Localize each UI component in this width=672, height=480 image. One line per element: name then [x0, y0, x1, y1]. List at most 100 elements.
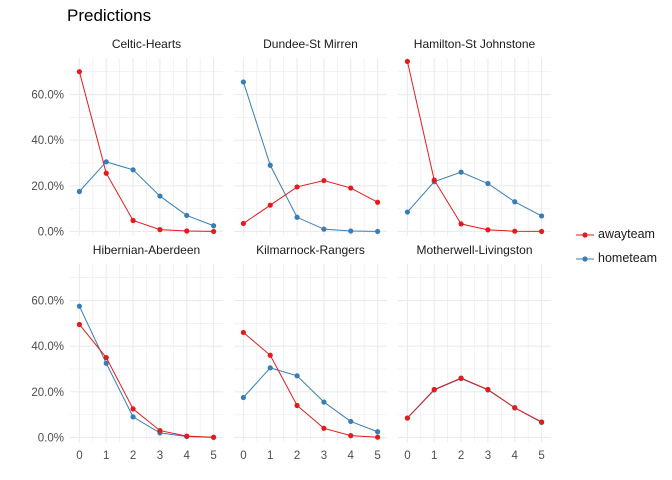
awayteam-point: [267, 202, 273, 208]
hometeam-point: [404, 209, 410, 215]
hometeam-point: [321, 226, 327, 232]
awayteam-point: [157, 427, 163, 434]
awayteam-point: [76, 69, 82, 75]
legend-item-hometeam: hometeam: [574, 248, 670, 272]
awayteam-point: [348, 433, 354, 439]
x-tick-label: 2: [294, 450, 300, 462]
awayteam-point: [240, 329, 246, 336]
awayteam-point: [211, 228, 217, 235]
hometeam-point: [240, 79, 246, 85]
facet-strip-label: Dundee-St Mirren: [263, 37, 358, 51]
facet-strip-label: Hibernian-Aberdeen: [93, 243, 200, 257]
y-tick-label: 20.0%: [31, 387, 64, 399]
legend-label: awayteam: [598, 227, 655, 241]
hometeam-point: [130, 167, 136, 173]
x-tick-label: 4: [512, 450, 519, 462]
chart-title: Predictions: [67, 6, 152, 25]
y-tick-label: 0.0%: [38, 226, 64, 238]
hometeam-point: [512, 199, 518, 205]
awayteam-point: [431, 177, 437, 183]
facet-strip-label: Hamilton-St Johnstone: [414, 37, 536, 51]
awayteam-point: [103, 354, 109, 361]
hometeam-point: [267, 162, 273, 168]
x-tick-label: 3: [485, 450, 491, 462]
y-tick-label: 60.0%: [31, 90, 64, 102]
awayteam-point: [267, 352, 273, 358]
x-tick-label: 5: [374, 450, 380, 462]
awayteam-point: [404, 58, 410, 65]
awayteam-point: [240, 220, 246, 227]
y-tick-label: 20.0%: [31, 181, 64, 193]
awayteam-point: [184, 433, 190, 439]
x-tick-label: 0: [76, 450, 82, 462]
awayteam-point: [485, 227, 491, 233]
awayteam-point: [294, 184, 300, 190]
legend-label: hometeam: [598, 251, 658, 265]
facet-panel: Hibernian-Aberdeen 0.0% 20.0% 40.0% 60.0% 0 1 2…: [31, 243, 223, 462]
x-tick-label: 5: [210, 450, 216, 462]
y-tick-label: 60.0%: [31, 296, 64, 308]
awayteam-point: [539, 228, 545, 235]
awayteam-point: [539, 419, 545, 425]
hometeam-point: [130, 414, 136, 420]
awayteam-point: [211, 434, 217, 440]
hometeam-point: [485, 180, 491, 187]
legend-key-awayteam: [576, 232, 594, 238]
awayteam-point: [130, 406, 136, 412]
hometeam-point: [76, 303, 82, 309]
x-tick-label: 2: [458, 450, 464, 462]
x-tick-label: 1: [431, 450, 437, 462]
x-tick-label: 4: [184, 450, 191, 462]
legend-key-hometeam: [576, 256, 594, 262]
hometeam-point: [348, 418, 354, 425]
x-tick-label: 0: [240, 450, 246, 462]
x-tick-label: 3: [321, 450, 327, 462]
awayteam-line: [78, 71, 214, 232]
awayteam-point: [512, 228, 518, 234]
awayteam-point: [431, 386, 437, 393]
legend-key-point: [582, 256, 588, 262]
x-tick-label: 5: [538, 450, 544, 462]
hometeam-point: [539, 213, 545, 219]
hometeam-point: [294, 214, 300, 220]
awayteam-point: [512, 405, 518, 411]
facet-strip-label: Kilmarnock-Rangers: [256, 243, 365, 257]
hometeam-point: [184, 212, 190, 219]
hometeam-point: [294, 373, 300, 379]
y-tick-label: 0.0%: [38, 432, 64, 444]
awayteam-point: [375, 199, 381, 205]
hometeam-line: [407, 171, 542, 217]
hometeam-point: [103, 159, 109, 165]
hometeam-line: [243, 367, 378, 433]
awayteam-line: [407, 377, 542, 423]
facet-panel: Kilmarnock-Rangers 0 1 2 3 4 5: [234, 243, 387, 462]
awayteam-point: [485, 386, 491, 393]
y-tick-label: 40.0%: [31, 341, 64, 353]
awayteam-point: [294, 402, 300, 409]
awayteam-point: [458, 375, 464, 381]
facet-strip-label: Motherwell-Livingston: [416, 243, 532, 257]
awayteam-point: [404, 415, 410, 421]
awayteam-point: [157, 227, 163, 233]
y-tick-label: 40.0%: [31, 135, 64, 147]
awayteam-line: [243, 180, 378, 224]
hometeam-point: [76, 188, 82, 195]
awayteam-point: [130, 217, 136, 224]
awayteam-point: [76, 321, 82, 328]
hometeam-point: [157, 193, 163, 199]
legend: awayteam hometeam: [574, 224, 670, 272]
x-tick-label: 3: [157, 450, 163, 462]
x-tick-label: 1: [267, 450, 273, 462]
legend-item-awayteam: awayteam: [574, 224, 670, 248]
awayteam-point: [321, 177, 327, 184]
hometeam-line: [79, 161, 214, 227]
hometeam-line: [242, 81, 378, 232]
hometeam-point: [211, 223, 217, 229]
awayteam-line: [406, 61, 542, 232]
hometeam-point: [348, 228, 354, 234]
awayteam-point: [348, 185, 354, 191]
hometeam-point: [375, 429, 381, 435]
awayteam-line: [79, 324, 214, 438]
